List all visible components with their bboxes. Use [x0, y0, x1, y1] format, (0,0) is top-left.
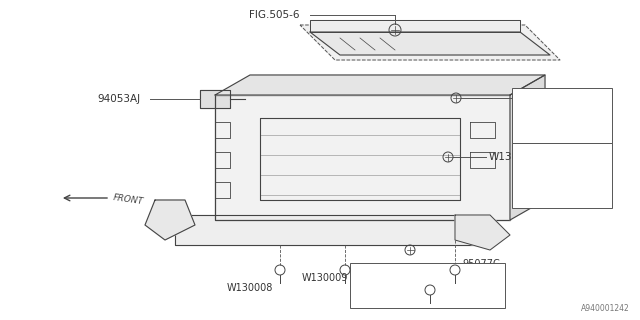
Polygon shape [300, 25, 560, 60]
Bar [350, 263, 505, 308]
Text: W130008: W130008 [395, 285, 441, 295]
Polygon shape [145, 200, 195, 240]
Polygon shape [215, 95, 510, 220]
Polygon shape [510, 75, 545, 220]
Text: W130099: W130099 [515, 93, 564, 103]
Polygon shape [455, 215, 510, 250]
Bar [512, 143, 612, 208]
Text: W130099: W130099 [489, 152, 539, 162]
Polygon shape [215, 75, 545, 95]
Text: 95077C: 95077C [462, 259, 500, 269]
Text: FRONT: FRONT [112, 193, 144, 207]
Text: A940001242: A940001242 [581, 304, 630, 313]
Text: 94053: 94053 [530, 185, 563, 195]
Polygon shape [175, 215, 490, 245]
Polygon shape [310, 20, 520, 32]
Polygon shape [200, 90, 230, 108]
Polygon shape [310, 32, 550, 55]
Text: FIG.505-6: FIG.505-6 [250, 10, 300, 20]
Text: 94053AJ: 94053AJ [97, 94, 140, 104]
Text: W130009: W130009 [302, 273, 348, 283]
Bar [512, 88, 612, 143]
Text: 94370: 94370 [530, 125, 563, 135]
Text: W130008: W130008 [227, 283, 273, 293]
